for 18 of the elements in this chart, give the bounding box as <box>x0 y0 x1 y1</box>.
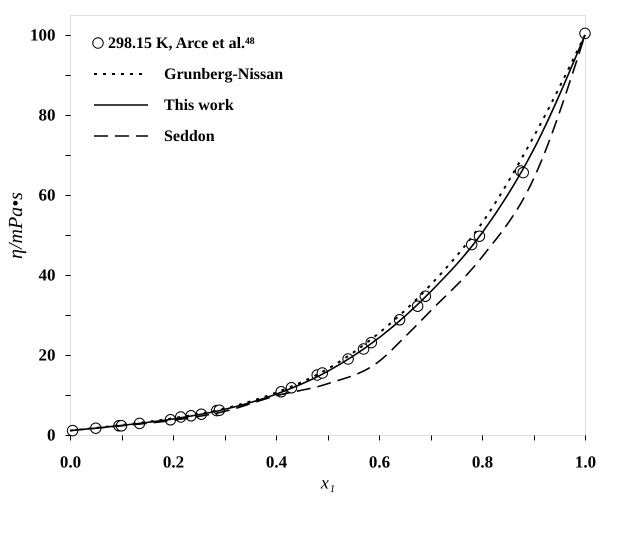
x-axis-title: x₁ <box>320 472 336 492</box>
y-tick-label: 100 <box>30 26 56 44</box>
x-tick-label: 0.0 <box>60 452 82 472</box>
x-tick-label: 0.2 <box>162 452 184 472</box>
y-tick-label: 0 <box>47 426 56 444</box>
legend-label: 298.15 K, Arce et al.⁴⁸ <box>108 35 255 52</box>
y-tick-label: 80 <box>38 106 56 124</box>
y-axis-title: η/mPa•s <box>5 192 27 259</box>
y-tick-label: 40 <box>38 266 56 284</box>
x-tick-label: 1.0 <box>574 452 596 472</box>
x-tick-label: 0.8 <box>472 452 494 472</box>
legend-label: This work <box>164 97 234 114</box>
x-tick-label: 0.4 <box>266 452 288 472</box>
x-tick-label: 0.6 <box>368 452 390 472</box>
legend-label: Seddon <box>164 128 215 145</box>
y-tick-label: 60 <box>38 186 56 204</box>
legend-label: Grunberg-Nissan <box>164 66 284 83</box>
y-tick-label: 20 <box>38 346 56 364</box>
